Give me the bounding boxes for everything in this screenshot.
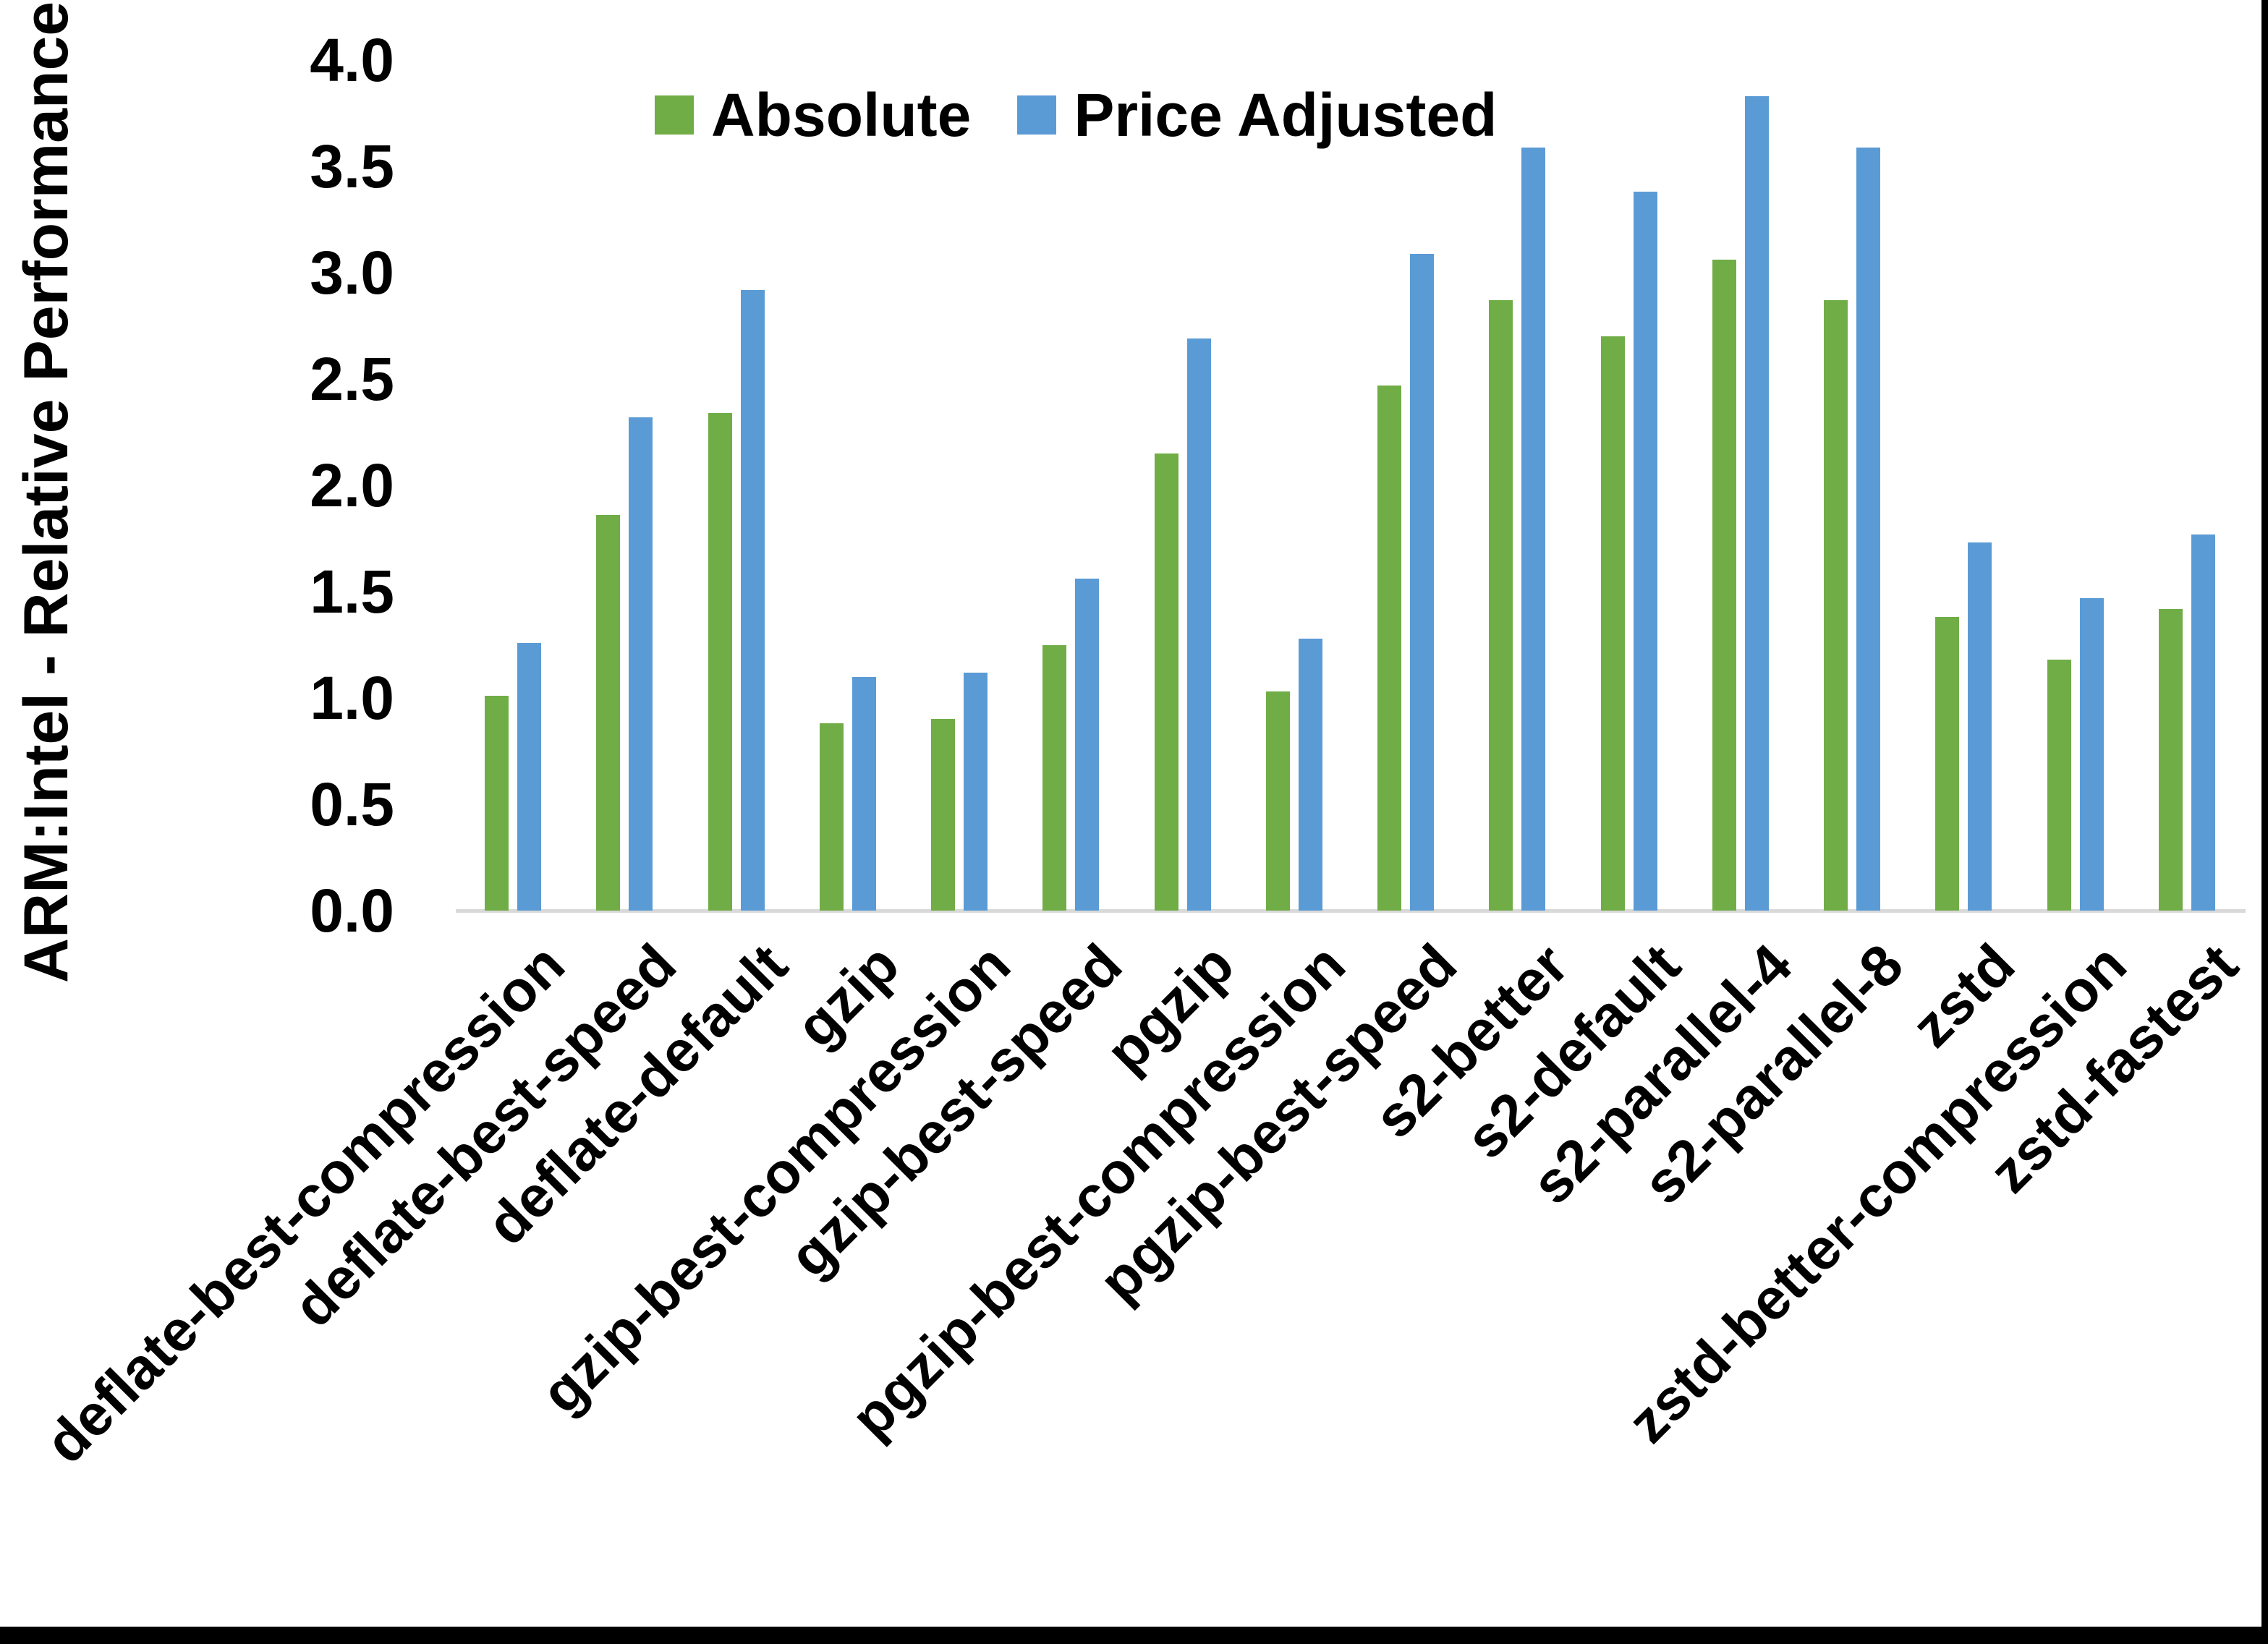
bar-absolute-deflate-default	[708, 413, 732, 911]
category-group-gzip-best-speed	[1015, 60, 1126, 911]
bar-price-adjusted-pgzip-best-compression	[1298, 638, 1322, 911]
y-tick-label: 2.5	[310, 345, 394, 413]
category-group-pgzip-best-speed	[1350, 60, 1461, 911]
y-tick-label: 3.5	[310, 132, 394, 200]
legend: Absolute Price Adjusted	[655, 85, 1497, 145]
category-group-gzip-best-compression	[904, 60, 1015, 911]
legend-swatch-price-adjusted	[1017, 95, 1057, 135]
bar-price-adjusted-deflate-best-speed	[629, 417, 653, 911]
y-tick-label: 3.0	[310, 239, 394, 307]
bar-price-adjusted-deflate-default	[740, 289, 765, 911]
category-group-s2-parallel-4	[1685, 60, 1796, 911]
bar-price-adjusted-gzip-best-compression	[964, 672, 988, 911]
y-tick-labels: 0.0 0.5 1.0 1.5 2.0 2.5 3.0 3.5 4.0	[0, 0, 394, 1644]
bar-absolute-s2-parallel-8	[1824, 300, 1848, 911]
bar-price-adjusted-gzip	[851, 676, 876, 911]
y-tick-label: 4.0	[310, 26, 394, 94]
category-group-s2-better	[1461, 60, 1573, 911]
bar-price-adjusted-s2-parallel-8	[1856, 147, 1881, 911]
x-axis-line	[456, 909, 2246, 913]
bar-absolute-pgzip-best-speed	[1377, 385, 1402, 911]
category-group-deflate-best-compression	[457, 60, 569, 911]
category-group-zstd-better-compression	[2020, 60, 2131, 911]
y-tick-label: 1.0	[310, 664, 394, 732]
legend-item-price-adjusted: Price Adjusted	[1017, 85, 1497, 145]
bar-price-adjusted-zstd-fastest	[2191, 534, 2215, 911]
bar-price-adjusted-gzip-best-speed	[1075, 579, 1100, 911]
category-group-pgzip-best-compression	[1239, 60, 1350, 911]
y-tick-label: 1.5	[310, 558, 394, 626]
page-border-right	[2261, 0, 2268, 1644]
bar-absolute-gzip	[819, 723, 844, 911]
category-group-s2-default	[1573, 60, 1685, 911]
bar-absolute-pgzip-best-compression	[1265, 691, 1290, 911]
bar-price-adjusted-zstd	[1968, 542, 1992, 911]
bar-absolute-gzip-best-speed	[1042, 644, 1067, 911]
bar-price-adjusted-s2-default	[1633, 192, 1657, 911]
legend-label-price-adjusted: Price Adjusted	[1074, 81, 1498, 149]
bar-absolute-gzip-best-compression	[931, 719, 956, 911]
bar-absolute-zstd	[1935, 617, 1960, 911]
bar-absolute-s2-parallel-4	[1712, 260, 1736, 911]
bar-absolute-s2-default	[1600, 336, 1625, 911]
y-tick-label: 0.5	[310, 770, 394, 838]
y-tick-label: 2.0	[310, 451, 394, 519]
bar-price-adjusted-zstd-better-compression	[2079, 597, 2104, 911]
bar-price-adjusted-pgzip-best-speed	[1410, 253, 1435, 911]
category-group-zstd	[1908, 60, 2019, 911]
bar-absolute-zstd-better-compression	[2047, 660, 2071, 911]
bar-price-adjusted-s2-parallel-4	[1744, 95, 1769, 911]
legend-swatch-absolute	[655, 95, 694, 135]
bar-price-adjusted-deflate-best-compression	[517, 642, 542, 911]
bar-absolute-deflate-best-speed	[596, 515, 621, 911]
legend-label-absolute: Absolute	[711, 81, 972, 149]
bar-absolute-s2-better	[1489, 300, 1513, 911]
category-group-deflate-best-speed	[569, 60, 680, 911]
category-group-deflate-default	[681, 60, 792, 911]
bars-layer	[457, 60, 2243, 911]
legend-item-absolute: Absolute	[655, 85, 971, 145]
category-group-pgzip	[1127, 60, 1239, 911]
y-tick-label: 0.0	[310, 877, 394, 945]
bar-price-adjusted-s2-better	[1521, 147, 1546, 911]
bar-price-adjusted-pgzip	[1186, 338, 1211, 911]
category-group-s2-parallel-8	[1796, 60, 1908, 911]
bar-absolute-zstd-fastest	[2158, 608, 2183, 911]
category-group-zstd-fastest	[2131, 60, 2243, 911]
category-group-gzip	[792, 60, 904, 911]
bar-absolute-deflate-best-compression	[485, 696, 509, 911]
page-border-bottom	[0, 1627, 2268, 1644]
bar-absolute-pgzip	[1154, 453, 1178, 911]
